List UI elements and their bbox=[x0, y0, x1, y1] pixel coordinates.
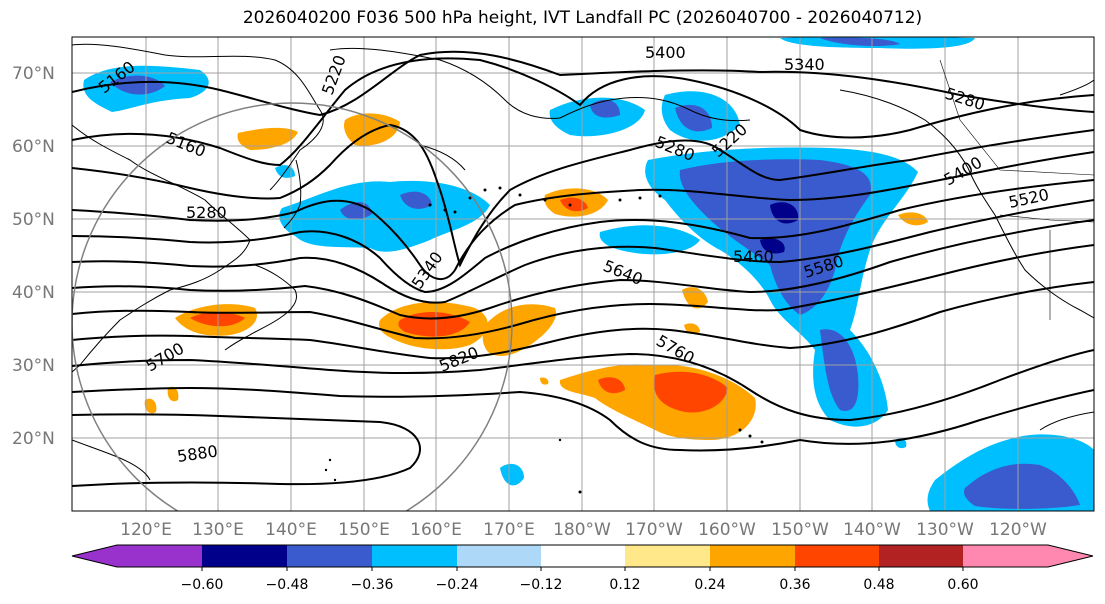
contour-label: 5280 bbox=[186, 203, 227, 222]
contour-label: 5460 bbox=[733, 247, 774, 266]
lon-label: 150°W bbox=[771, 520, 829, 540]
lat-label: 70°N bbox=[12, 64, 55, 84]
colorbar-extend-low bbox=[72, 545, 117, 567]
lat-label: 20°N bbox=[12, 429, 55, 449]
colorbar-tick-label: −0.36 bbox=[351, 577, 394, 593]
colorbar-tick-label: 0.12 bbox=[609, 577, 640, 593]
colorbar-segment bbox=[541, 545, 625, 567]
lon-label: 160°W bbox=[698, 520, 756, 540]
colorbar-tick-label: 0.24 bbox=[694, 577, 725, 593]
contour-label: 5400 bbox=[645, 43, 686, 62]
colorbar-segment bbox=[117, 545, 202, 567]
lat-label: 40°N bbox=[12, 283, 55, 303]
longitude-labels: 120°E 130°E 140°E 150°E 160°E 170°E 180°… bbox=[120, 520, 1047, 540]
colorbar-segment bbox=[457, 545, 541, 567]
lon-label: 140°W bbox=[843, 520, 901, 540]
lon-label: 130°W bbox=[916, 520, 974, 540]
lon-label: 170°W bbox=[625, 520, 683, 540]
lon-label: 150°E bbox=[338, 520, 390, 540]
colorbar-segment bbox=[625, 545, 710, 567]
colorbar-segment bbox=[202, 545, 287, 567]
lon-label: 120°E bbox=[120, 520, 172, 540]
colorbar-tick-label: −0.12 bbox=[520, 577, 563, 593]
colorbar: −0.60 −0.48 −0.36 −0.24 −0.12 0.12 0.24 … bbox=[72, 545, 1093, 593]
colorbar-tick-label: −0.48 bbox=[266, 577, 309, 593]
colorbar-segment bbox=[879, 545, 963, 567]
lat-label: 60°N bbox=[12, 137, 55, 157]
lon-label: 170°E bbox=[483, 520, 535, 540]
colorbar-segment bbox=[372, 545, 457, 567]
colorbar-tick-label: 0.60 bbox=[947, 577, 978, 593]
lat-label: 50°N bbox=[12, 210, 55, 230]
colorbar-segment bbox=[795, 545, 879, 567]
colorbar-tick-label: 0.36 bbox=[779, 577, 810, 593]
lat-label: 30°N bbox=[12, 356, 55, 376]
colorbar-tick-label: −0.24 bbox=[436, 577, 479, 593]
colorbar-segment bbox=[287, 545, 372, 567]
colorbar-extend-high bbox=[1048, 545, 1093, 567]
colorbar-tick-label: −0.60 bbox=[181, 577, 224, 593]
lon-label: 160°E bbox=[410, 520, 462, 540]
lon-label: 130°E bbox=[192, 520, 244, 540]
lon-label: 180°W bbox=[553, 520, 611, 540]
lon-label: 140°E bbox=[265, 520, 317, 540]
contour-label: 5340 bbox=[784, 55, 825, 74]
latitude-labels: 70°N 60°N 50°N 40°N 30°N 20°N bbox=[12, 64, 55, 449]
lon-label: 120°W bbox=[989, 520, 1047, 540]
colorbar-segment bbox=[710, 545, 795, 567]
colorbar-tick-label: 0.48 bbox=[863, 577, 894, 593]
colorbar-segment bbox=[963, 545, 1048, 567]
